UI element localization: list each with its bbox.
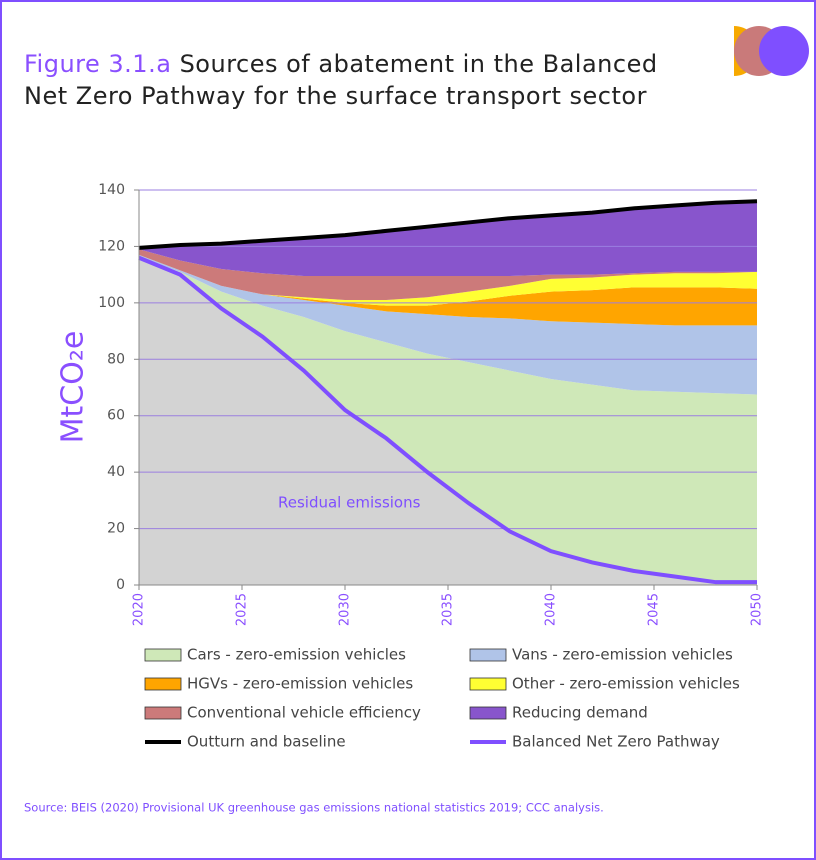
x-tick-label: 2035: [441, 593, 456, 626]
y-tick-label: 40: [107, 464, 125, 480]
plot-area: [139, 201, 757, 585]
legend-label: Balanced Net Zero Pathway: [512, 733, 720, 751]
y-tick-label: 100: [98, 295, 125, 311]
residual-area: [139, 257, 757, 585]
legend-swatch: [144, 648, 182, 662]
legend-label: Other - zero-emission vehicles: [512, 675, 740, 693]
y-tick-label: 60: [107, 408, 125, 424]
legend-swatch: [144, 706, 182, 720]
y-tick-label: 0: [116, 577, 125, 593]
x-tick-label: 2030: [338, 593, 353, 626]
y-tick-label: 140: [98, 182, 125, 198]
x-tick-label: 2025: [235, 593, 250, 626]
x-tick-label: 2045: [647, 593, 662, 626]
area: [139, 257, 757, 583]
legend-swatch: [469, 677, 507, 691]
x-tick-label: 2040: [544, 593, 559, 626]
chart-title: Sources of abatement in the Balanced Net…: [24, 50, 658, 110]
legend-label: HGVs - zero-emission vehicles: [187, 675, 413, 693]
y-tick-label: 120: [98, 238, 125, 254]
legend-swatch: [469, 706, 507, 720]
line: [138, 199, 758, 250]
legend-label: Outturn and baseline: [187, 733, 346, 751]
y-tick-label: 80: [107, 351, 125, 367]
y-tick-label: 20: [107, 521, 125, 537]
area: [139, 254, 757, 326]
legend-label: Conventional vehicle efficiency: [187, 704, 421, 722]
y-axis-label: MtCO₂e: [56, 331, 91, 444]
annotation: Residual emissions: [278, 494, 421, 512]
area: [139, 249, 757, 301]
legend-label: Cars - zero-emission vehicles: [187, 646, 406, 664]
source: Source: BEIS (2020) Provisional UK green…: [24, 801, 604, 815]
area: [139, 201, 757, 277]
x-tick-label: 2020: [132, 593, 147, 626]
line: [138, 255, 757, 585]
title-block: Figure 3.1.a Sources of abatement in the…: [24, 48, 704, 112]
x-tick-label: 2050: [750, 593, 765, 626]
legend-label: Reducing demand: [512, 704, 648, 722]
logo: [702, 22, 809, 82]
legend-swatch: [469, 648, 507, 662]
area: [139, 254, 757, 306]
figure-number: Figure 3.1.a: [24, 50, 172, 78]
legend-swatch: [144, 677, 182, 691]
legend-label: Vans - zero-emission vehicles: [512, 646, 733, 664]
